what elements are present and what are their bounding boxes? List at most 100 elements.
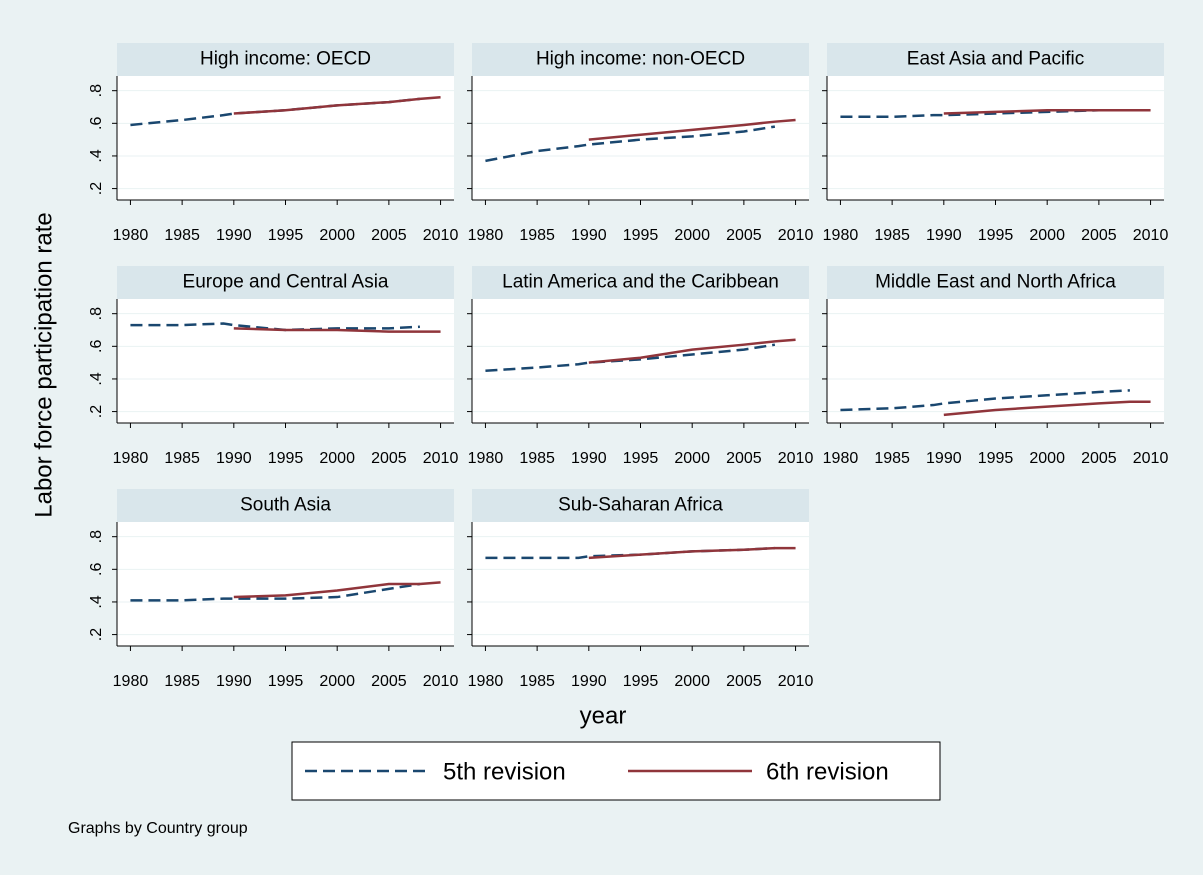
panel-header	[827, 43, 1164, 76]
x-tick-label: 1995	[623, 450, 659, 467]
plot-area	[117, 299, 454, 423]
x-tick-label: 1985	[519, 673, 555, 690]
x-tick-label: 2000	[1029, 227, 1065, 244]
panel-header	[472, 43, 809, 76]
x-tick-label: 2010	[423, 227, 459, 244]
y-tick-label: .4	[88, 372, 105, 385]
x-tick-label: 2010	[423, 450, 459, 467]
x-tick-label: 2005	[726, 673, 762, 690]
x-tick-label: 1985	[164, 450, 200, 467]
series-line	[588, 338, 796, 364]
x-tick-label: 1985	[164, 673, 200, 690]
x-tick-label: 2000	[674, 227, 710, 244]
y-tick-label: .6	[88, 563, 105, 576]
x-tick-label: 2005	[1081, 227, 1117, 244]
x-tick-label: 1995	[268, 673, 304, 690]
plot-area	[827, 299, 1164, 423]
y-tick-label: .8	[88, 84, 105, 97]
x-tick-label: 2005	[726, 227, 762, 244]
y-tick-label: .2	[88, 182, 105, 195]
x-tick-label: 1985	[519, 227, 555, 244]
x-tick-label: 2005	[1081, 450, 1117, 467]
panel-title: Sub-Saharan Africa	[558, 495, 723, 516]
series-line	[840, 109, 1130, 119]
panel-header	[472, 489, 809, 522]
x-tick-label: 2005	[371, 673, 407, 690]
x-tick-label: 1990	[216, 450, 252, 467]
x-tick-label: 1980	[823, 227, 859, 244]
x-tick-label: 1985	[164, 227, 200, 244]
x-tick-label: 2000	[319, 450, 355, 467]
series-line	[840, 389, 1130, 412]
x-tick-label: 1985	[519, 450, 555, 467]
x-tick-label: 1995	[268, 227, 304, 244]
x-tick-label: 1980	[113, 227, 149, 244]
panel-header	[472, 266, 809, 299]
y-tick-label: .8	[88, 530, 105, 543]
x-tick-label: 1980	[113, 673, 149, 690]
x-tick-label: 1990	[926, 450, 962, 467]
panel-title: Latin America and the Caribbean	[502, 272, 779, 293]
x-tick-label: 1990	[571, 450, 607, 467]
series-line	[485, 125, 776, 163]
series-line	[130, 322, 420, 332]
panel-header	[117, 489, 454, 522]
x-tick-label: 1990	[216, 227, 252, 244]
x-tick-label: 1995	[978, 227, 1014, 244]
plot-area	[117, 76, 454, 200]
y-axis-label: Labor force participation rate	[30, 212, 57, 518]
x-tick-label: 1990	[571, 673, 607, 690]
x-tick-label: 1990	[216, 673, 252, 690]
panel-header	[117, 43, 454, 76]
series-line	[233, 95, 441, 115]
legend-label: 5th revision	[443, 758, 566, 785]
x-tick-label: 2010	[423, 673, 459, 690]
panel-title: Middle East and North Africa	[875, 272, 1116, 293]
plot-area	[472, 522, 809, 646]
legend-label: 6th revision	[766, 758, 889, 785]
series-line	[943, 109, 1151, 115]
x-tick-label: 1995	[268, 450, 304, 467]
x-tick-label: 1995	[978, 450, 1014, 467]
panel-title: High income: non-OECD	[536, 49, 745, 70]
x-tick-label: 2000	[1029, 450, 1065, 467]
x-tick-label: 1990	[571, 227, 607, 244]
x-tick-label: 2005	[726, 450, 762, 467]
series-line	[233, 581, 441, 599]
x-tick-label: 1985	[874, 227, 910, 244]
panel-title: South Asia	[240, 495, 331, 516]
plot-area	[827, 76, 1164, 200]
x-tick-label: 2005	[371, 450, 407, 467]
y-tick-label: .2	[88, 628, 105, 641]
note: Graphs by Country group	[68, 820, 248, 837]
x-tick-label: 2010	[778, 673, 814, 690]
x-tick-label: 2010	[1133, 227, 1169, 244]
series-line	[130, 582, 421, 602]
x-tick-label: 1995	[623, 673, 659, 690]
x-tick-label: 1980	[468, 673, 504, 690]
x-tick-label: 1985	[874, 450, 910, 467]
plot-area	[472, 299, 809, 423]
x-tick-label: 2000	[319, 673, 355, 690]
y-tick-label: .6	[88, 117, 105, 130]
x-tick-label: 2000	[319, 227, 355, 244]
y-tick-label: .4	[88, 595, 105, 608]
x-tick-label: 1995	[623, 227, 659, 244]
panel-title: High income: OECD	[200, 49, 371, 70]
panel-title: Europe and Central Asia	[183, 272, 389, 293]
series-line	[588, 118, 796, 141]
y-tick-label: .2	[88, 405, 105, 418]
y-tick-label: .6	[88, 340, 105, 353]
x-axis-label: year	[580, 702, 627, 729]
x-tick-label: 1990	[926, 227, 962, 244]
panel-header	[827, 266, 1164, 299]
panel-title: East Asia and Pacific	[907, 49, 1084, 70]
x-tick-label: 2010	[1133, 450, 1169, 467]
x-tick-label: 1980	[468, 450, 504, 467]
series-line	[588, 546, 796, 560]
x-tick-label: 1980	[468, 227, 504, 244]
x-tick-label: 2000	[674, 673, 710, 690]
panel-header	[117, 266, 454, 299]
